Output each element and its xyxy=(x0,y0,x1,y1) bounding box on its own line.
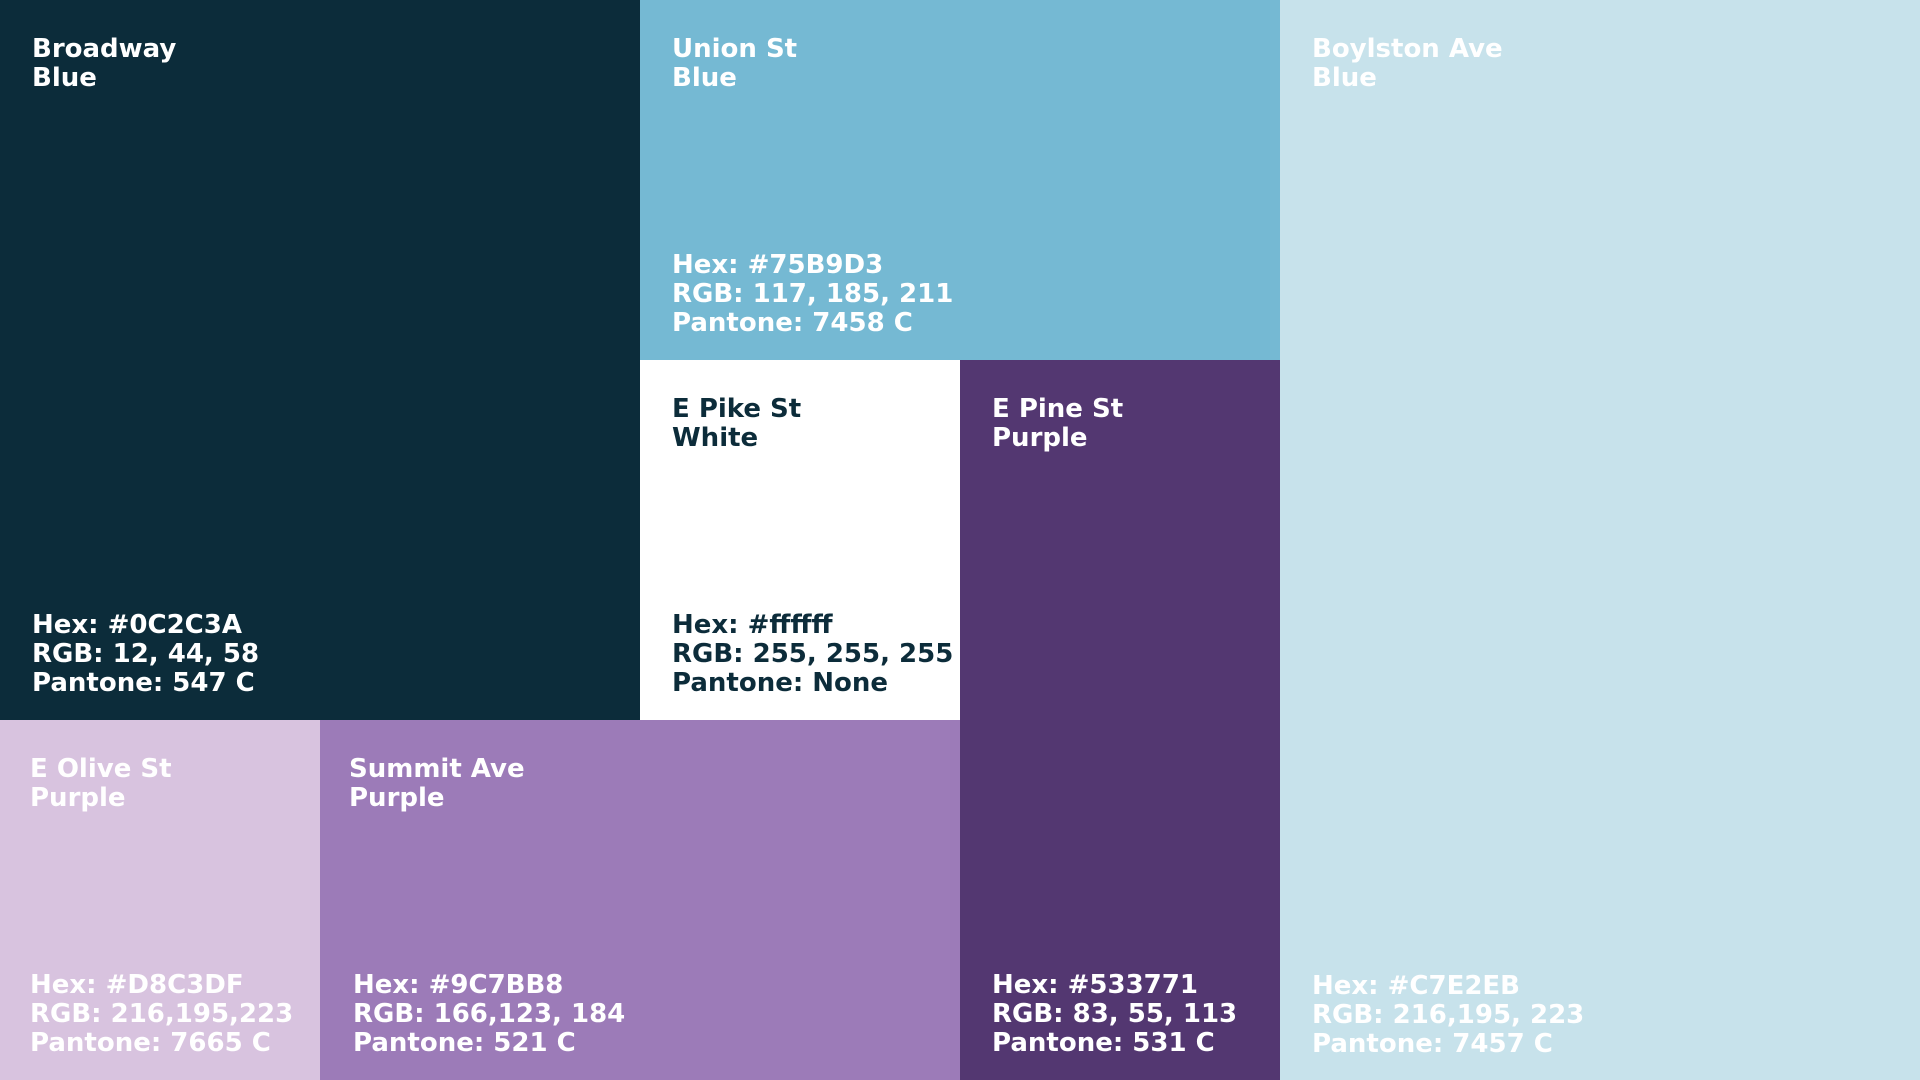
swatch-hex: Hex: #9C7BB8 xyxy=(353,970,564,1000)
swatch-name-line2: Purple xyxy=(349,783,445,813)
swatch-name: Union St Blue xyxy=(672,35,797,93)
swatch-pantone: Pantone: 7458 C xyxy=(672,308,913,338)
swatch-specs: Hex: #0C2C3A RGB: 12, 44, 58 Pantone: 54… xyxy=(32,611,259,698)
swatch-summit-ave-purple: Summit Ave Purple Hex: #9C7BB8 RGB: 166,… xyxy=(320,720,960,1080)
swatch-e-olive-st-purple: E Olive St Purple Hex: #D8C3DF RGB: 216,… xyxy=(0,720,320,1080)
swatch-hex: Hex: #ffffff xyxy=(672,610,833,640)
swatch-pantone: Pantone: 531 C xyxy=(992,1028,1215,1058)
swatch-pantone: Pantone: 7665 C xyxy=(30,1028,271,1058)
swatch-hex: Hex: #0C2C3A xyxy=(32,610,242,640)
swatch-broadway-blue: Broadway Blue Hex: #0C2C3A RGB: 12, 44, … xyxy=(0,0,640,720)
swatch-name: E Pike St White xyxy=(672,395,801,453)
swatch-pantone: Pantone: None xyxy=(672,668,889,698)
swatch-name: E Olive St Purple xyxy=(30,755,172,813)
swatch-name-line2: Purple xyxy=(30,783,126,813)
swatch-pantone: Pantone: 7457 C xyxy=(1312,1029,1553,1059)
swatch-rgb: RGB: 216,195,223 xyxy=(30,999,294,1029)
swatch-e-pike-st-white: E Pike St White Hex: #ffffff RGB: 255, 2… xyxy=(640,360,960,720)
swatch-hex: Hex: #75B9D3 xyxy=(672,250,884,280)
swatch-pantone: Pantone: 547 C xyxy=(32,668,255,698)
swatch-hex: Hex: #C7E2EB xyxy=(1312,971,1520,1001)
swatch-name-line2: Purple xyxy=(992,423,1088,453)
swatch-name-line1: Boylston Ave xyxy=(1312,34,1503,64)
swatch-rgb: RGB: 83, 55, 113 xyxy=(992,999,1238,1029)
swatch-rgb: RGB: 117, 185, 211 xyxy=(672,279,954,309)
swatch-union-st-blue: Union St Blue Hex: #75B9D3 RGB: 117, 185… xyxy=(640,0,1280,360)
swatch-name-line1: E Pine St xyxy=(992,394,1124,424)
swatch-pantone: Pantone: 521 C xyxy=(353,1028,576,1058)
swatch-rgb: RGB: 12, 44, 58 xyxy=(32,639,260,669)
swatch-name-line2: White xyxy=(672,423,759,453)
swatch-boylston-ave-blue: Boylston Ave Blue Hex: #C7E2EB RGB: 216,… xyxy=(1280,0,1920,1080)
swatch-specs: Hex: #ffffff RGB: 255, 255, 255 Pantone:… xyxy=(672,611,953,698)
swatch-name-line1: E Pike St xyxy=(672,394,802,424)
swatch-name-line2: Blue xyxy=(672,63,737,93)
swatch-name-line1: Summit Ave xyxy=(349,754,525,784)
swatch-specs: Hex: #533771 RGB: 83, 55, 113 Pantone: 5… xyxy=(992,971,1237,1058)
swatch-name: Broadway Blue xyxy=(32,35,176,93)
swatch-name-line2: Blue xyxy=(32,63,97,93)
swatch-name: Boylston Ave Blue xyxy=(1312,35,1503,93)
swatch-rgb: RGB: 166,123, 184 xyxy=(353,999,626,1029)
swatch-e-pine-st-purple: E Pine St Purple Hex: #533771 RGB: 83, 5… xyxy=(960,360,1280,1080)
swatch-specs: Hex: #9C7BB8 RGB: 166,123, 184 Pantone: … xyxy=(353,971,625,1058)
swatch-name-line1: E Olive St xyxy=(30,754,172,784)
swatch-hex: Hex: #533771 xyxy=(992,970,1198,1000)
swatch-specs: Hex: #C7E2EB RGB: 216,195, 223 Pantone: … xyxy=(1312,972,1584,1059)
swatch-specs: Hex: #75B9D3 RGB: 117, 185, 211 Pantone:… xyxy=(672,251,953,338)
swatch-name: Summit Ave Purple xyxy=(349,755,525,813)
swatch-name-line2: Blue xyxy=(1312,63,1377,93)
swatch-rgb: RGB: 255, 255, 255 xyxy=(672,639,954,669)
swatch-name: E Pine St Purple xyxy=(992,395,1123,453)
swatch-name-line1: Union St xyxy=(672,34,798,64)
swatch-rgb: RGB: 216,195, 223 xyxy=(1312,1000,1585,1030)
swatch-name-line1: Broadway xyxy=(32,34,177,64)
swatch-hex: Hex: #D8C3DF xyxy=(30,970,244,1000)
swatch-specs: Hex: #D8C3DF RGB: 216,195,223 Pantone: 7… xyxy=(30,971,293,1058)
